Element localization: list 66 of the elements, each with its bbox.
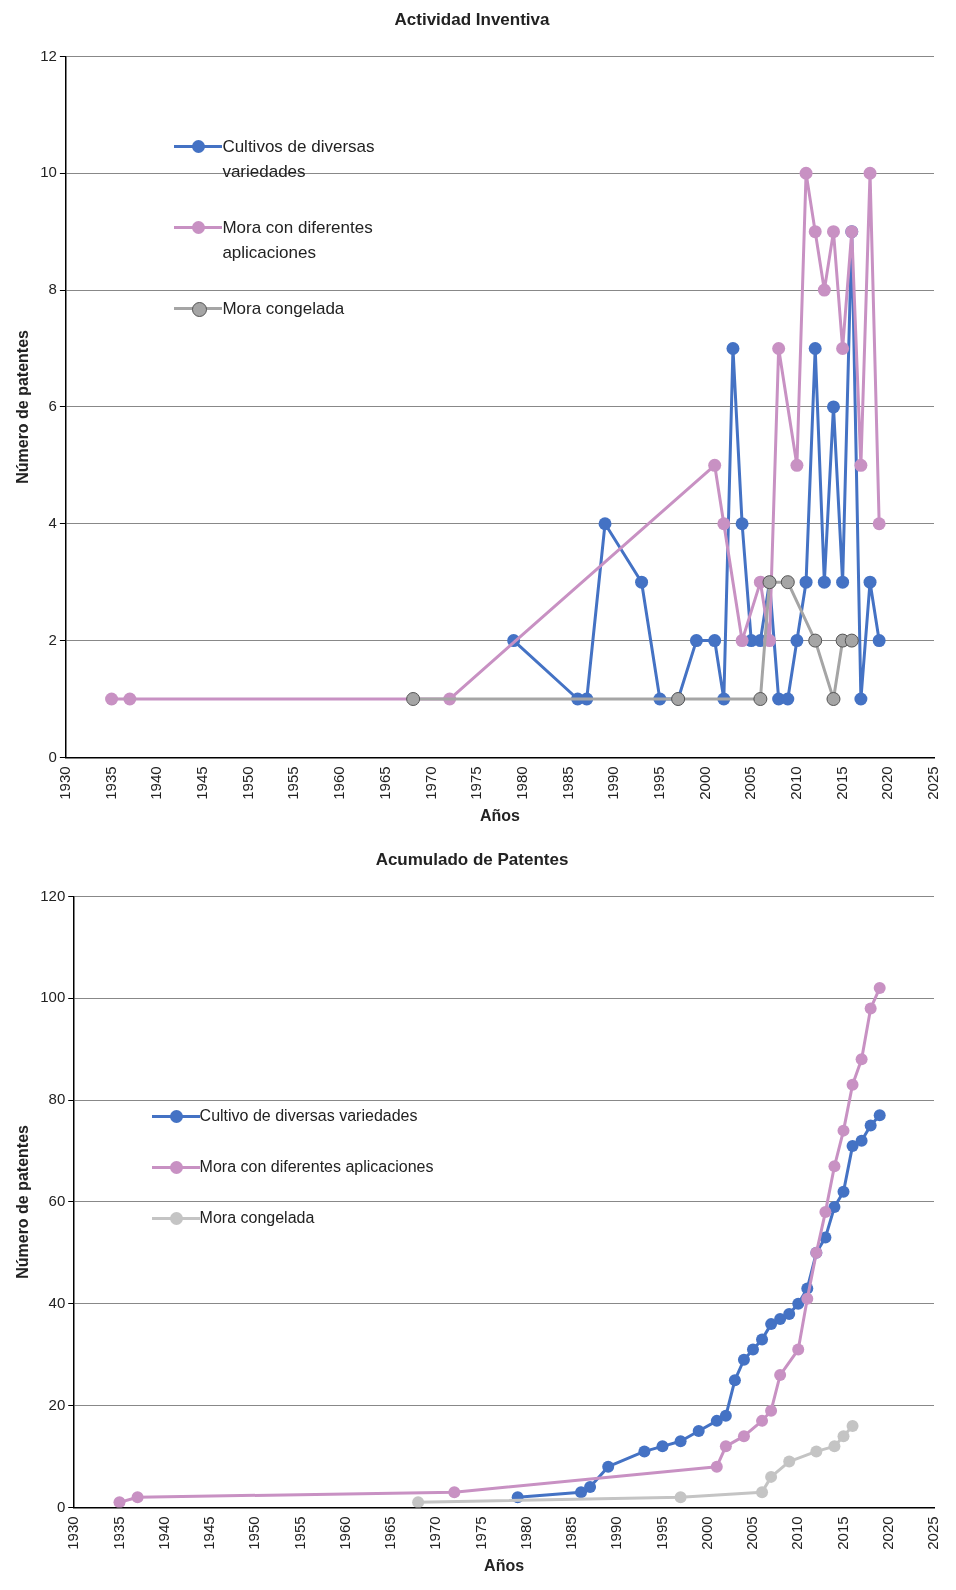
- y-tick-label: 8: [48, 280, 57, 298]
- x-tick-label: 1990: [604, 766, 622, 800]
- legend-label: Mora con diferentes aplicaciones: [222, 216, 374, 264]
- x-tick-label: 1930: [64, 1516, 82, 1550]
- x-tick-label: 2025: [924, 1516, 942, 1550]
- x-tick-label: 1960: [330, 766, 348, 800]
- x-tick-label: 2005: [743, 1516, 761, 1550]
- x-tick-label: 2000: [697, 1516, 715, 1550]
- x-tick-label: 1970: [426, 1516, 444, 1550]
- y-tick-label: 12: [40, 46, 57, 64]
- x-tick-label: 1985: [558, 766, 576, 800]
- x-tick-label: 2005: [741, 766, 759, 800]
- y-tick-label: 60: [48, 1192, 66, 1210]
- y-tick-label: 20: [48, 1395, 66, 1413]
- x-tick-label: 2020: [878, 1516, 896, 1550]
- y-tick-label: 6: [48, 397, 57, 415]
- x-tick-label: 1965: [375, 766, 393, 800]
- chart-title: Acumulado de Patentes: [375, 849, 569, 869]
- x-tick-label: 2020: [878, 766, 896, 800]
- y-tick-label: 4: [48, 513, 57, 531]
- y-tick-label: 100: [40, 988, 66, 1006]
- legend-label: Mora congelada: [222, 297, 345, 320]
- x-tick-label: 2000: [695, 766, 713, 800]
- y-tick-label: 80: [48, 1090, 66, 1108]
- y-tick-label: 2: [48, 630, 57, 648]
- x-axis-title: Años: [484, 1556, 525, 1574]
- legend-label: Mora congelada: [199, 1208, 315, 1229]
- y-tick-label: 120: [40, 886, 66, 904]
- x-tick-label: 1935: [109, 1516, 127, 1550]
- y-tick-label: 0: [56, 1497, 66, 1515]
- x-tick-label: 1940: [147, 766, 165, 800]
- x-axis-title: Años: [479, 806, 521, 824]
- x-tick-label: 1975: [467, 766, 485, 800]
- x-tick-label: 1985: [562, 1516, 580, 1550]
- x-tick-label: 1980: [516, 1516, 534, 1550]
- x-tick-label: 1980: [512, 766, 530, 800]
- x-tick-label: 1955: [290, 1516, 308, 1550]
- x-tick-label: 1945: [193, 766, 211, 800]
- x-tick-label: 1950: [245, 1516, 263, 1550]
- x-tick-label: 1975: [471, 1516, 489, 1550]
- legend-label: Cultivo de diversas variedades: [199, 1106, 418, 1127]
- x-tick-label: 2015: [832, 766, 850, 800]
- x-tick-label: 2025: [924, 766, 942, 800]
- x-tick-label: 1990: [607, 1516, 625, 1550]
- chart-title: Actividad Inventiva: [394, 9, 551, 29]
- legend-label: Mora con diferentes aplicaciones: [199, 1157, 434, 1178]
- x-tick-label: 1995: [650, 766, 667, 800]
- y-tick-label: 10: [40, 163, 57, 181]
- y-axis-title: Número de patentes: [14, 329, 32, 484]
- x-tick-label: 1935: [101, 766, 119, 800]
- x-tick-label: 1995: [652, 1516, 670, 1550]
- x-tick-label: 1965: [381, 1516, 399, 1550]
- x-tick-label: 1970: [421, 766, 439, 800]
- x-tick-label: 1945: [200, 1516, 218, 1550]
- x-tick-label: 2010: [788, 1516, 806, 1550]
- legend-label: Cultivos de diversas variedades: [222, 135, 376, 183]
- y-tick-label: 40: [48, 1293, 66, 1311]
- y-axis-title: Número de patentes: [14, 1124, 32, 1279]
- x-tick-label: 2010: [787, 766, 805, 800]
- x-tick-label: 1930: [56, 766, 74, 800]
- x-tick-label: 1950: [238, 766, 256, 800]
- x-tick-label: 2015: [833, 1516, 851, 1550]
- x-tick-label: 1940: [154, 1516, 172, 1550]
- x-tick-label: 1955: [284, 766, 302, 800]
- x-tick-label: 1960: [335, 1516, 353, 1550]
- y-tick-label: 0: [48, 747, 57, 765]
